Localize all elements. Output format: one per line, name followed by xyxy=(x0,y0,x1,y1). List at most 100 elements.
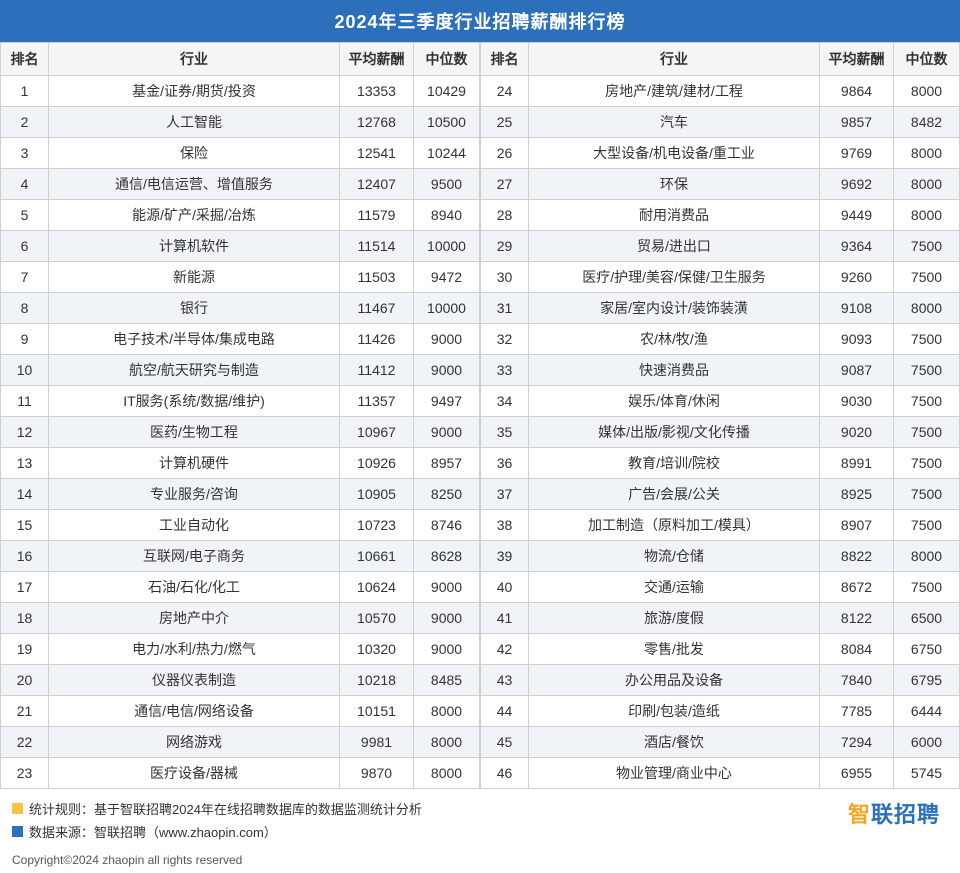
header-row: 排名 行业 平均薪酬 中位数 xyxy=(481,43,960,76)
cell-industry: 医疗/护理/美容/保健/卫生服务 xyxy=(529,262,820,293)
table-row: 33快速消费品90877500 xyxy=(481,355,960,386)
cell-industry: 网络游戏 xyxy=(49,727,340,758)
cell-industry: 大型设备/机电设备/重工业 xyxy=(529,138,820,169)
cell-industry: 通信/电信运营、增值服务 xyxy=(49,169,340,200)
table-row: 11IT服务(系统/数据/维护)113579497 xyxy=(1,386,480,417)
cell-industry: 石油/石化/化工 xyxy=(49,572,340,603)
table-row: 32农/林/牧/渔90937500 xyxy=(481,324,960,355)
table-left: 排名 行业 平均薪酬 中位数 1基金/证券/期货/投资13353104292人工… xyxy=(0,42,480,789)
table-row: 29贸易/进出口93647500 xyxy=(481,231,960,262)
cell-avg: 9087 xyxy=(820,355,894,386)
cell-industry: 家居/室内设计/装饰装潢 xyxy=(529,293,820,324)
table-row: 9电子技术/半导体/集成电路114269000 xyxy=(1,324,480,355)
cell-rank: 28 xyxy=(481,200,529,231)
cell-median: 9000 xyxy=(414,355,480,386)
cell-median: 7500 xyxy=(894,572,960,603)
cell-avg: 9870 xyxy=(340,758,414,789)
cell-rank: 4 xyxy=(1,169,49,200)
cell-industry: 工业自动化 xyxy=(49,510,340,541)
cell-median: 9000 xyxy=(414,324,480,355)
header-median: 中位数 xyxy=(414,43,480,76)
table-row: 40交通/运输86727500 xyxy=(481,572,960,603)
cell-avg: 9108 xyxy=(820,293,894,324)
cell-avg: 10218 xyxy=(340,665,414,696)
cell-industry: 专业服务/咨询 xyxy=(49,479,340,510)
cell-industry: 房地产/建筑/建材/工程 xyxy=(529,76,820,107)
cell-avg: 9692 xyxy=(820,169,894,200)
cell-median: 8485 xyxy=(414,665,480,696)
cell-rank: 45 xyxy=(481,727,529,758)
ranking-table-left: 排名 行业 平均薪酬 中位数 1基金/证券/期货/投资13353104292人工… xyxy=(0,42,480,789)
cell-industry: 贸易/进出口 xyxy=(529,231,820,262)
cell-median: 8000 xyxy=(414,696,480,727)
brand-rest: 联招聘 xyxy=(871,802,940,827)
cell-median: 8940 xyxy=(414,200,480,231)
table-row: 23医疗设备/器械98708000 xyxy=(1,758,480,789)
cell-avg: 11514 xyxy=(340,231,414,262)
cell-industry: 加工制造（原料加工/模具） xyxy=(529,510,820,541)
cell-avg: 7785 xyxy=(820,696,894,727)
cell-avg: 8925 xyxy=(820,479,894,510)
table-row: 13计算机硬件109268957 xyxy=(1,448,480,479)
cell-rank: 23 xyxy=(1,758,49,789)
table-row: 22网络游戏99818000 xyxy=(1,727,480,758)
table-row: 30医疗/护理/美容/保健/卫生服务92607500 xyxy=(481,262,960,293)
cell-median: 7500 xyxy=(894,386,960,417)
cell-avg: 8672 xyxy=(820,572,894,603)
table-row: 31家居/室内设计/装饰装潢91088000 xyxy=(481,293,960,324)
header-industry: 行业 xyxy=(49,43,340,76)
cell-rank: 36 xyxy=(481,448,529,479)
cell-median: 7500 xyxy=(894,262,960,293)
table-row: 25汽车98578482 xyxy=(481,107,960,138)
cell-median: 6000 xyxy=(894,727,960,758)
table-wrap: 排名 行业 平均薪酬 中位数 1基金/证券/期货/投资13353104292人工… xyxy=(0,42,960,789)
cell-avg: 11503 xyxy=(340,262,414,293)
cell-industry: 能源/矿产/采掘/冶炼 xyxy=(49,200,340,231)
cell-median: 8957 xyxy=(414,448,480,479)
cell-avg: 9857 xyxy=(820,107,894,138)
cell-avg: 9030 xyxy=(820,386,894,417)
cell-median: 7500 xyxy=(894,324,960,355)
cell-avg: 11357 xyxy=(340,386,414,417)
cell-industry: 农/林/牧/渔 xyxy=(529,324,820,355)
table-row: 46物业管理/商业中心69555745 xyxy=(481,758,960,789)
cell-rank: 20 xyxy=(1,665,49,696)
cell-rank: 9 xyxy=(1,324,49,355)
header-rank: 排名 xyxy=(1,43,49,76)
header-avg: 平均薪酬 xyxy=(340,43,414,76)
footer-rule-text: 基于智联招聘2024年在线招聘数据库的数据监测统计分析 xyxy=(94,799,422,818)
cell-industry: 医药/生物工程 xyxy=(49,417,340,448)
table-row: 14专业服务/咨询109058250 xyxy=(1,479,480,510)
cell-industry: 印刷/包装/造纸 xyxy=(529,696,820,727)
cell-rank: 12 xyxy=(1,417,49,448)
cell-rank: 32 xyxy=(481,324,529,355)
ranking-table-container: 2024年三季度行业招聘薪酬排行榜 排名 行业 平均薪酬 中位数 1基金/证券/… xyxy=(0,0,960,873)
footer: 统计规则： 基于智联招聘2024年在线招聘数据库的数据监测统计分析 数据来源： … xyxy=(0,789,960,851)
table-right: 排名 行业 平均薪酬 中位数 24房地产/建筑/建材/工程9864800025汽… xyxy=(480,42,960,789)
cell-median: 9000 xyxy=(414,572,480,603)
bullet-blue-icon xyxy=(12,826,23,837)
cell-avg: 9260 xyxy=(820,262,894,293)
table-row: 38加工制造（原料加工/模具）89077500 xyxy=(481,510,960,541)
cell-rank: 24 xyxy=(481,76,529,107)
cell-avg: 9864 xyxy=(820,76,894,107)
table-row: 2人工智能1276810500 xyxy=(1,107,480,138)
cell-rank: 34 xyxy=(481,386,529,417)
cell-rank: 41 xyxy=(481,603,529,634)
header-industry: 行业 xyxy=(529,43,820,76)
cell-rank: 16 xyxy=(1,541,49,572)
table-row: 34娱乐/体育/休闲90307500 xyxy=(481,386,960,417)
cell-median: 8000 xyxy=(894,138,960,169)
header-rank: 排名 xyxy=(481,43,529,76)
cell-avg: 9769 xyxy=(820,138,894,169)
table-row: 26大型设备/机电设备/重工业97698000 xyxy=(481,138,960,169)
cell-rank: 18 xyxy=(1,603,49,634)
cell-industry: 娱乐/体育/休闲 xyxy=(529,386,820,417)
cell-rank: 19 xyxy=(1,634,49,665)
cell-avg: 10905 xyxy=(340,479,414,510)
cell-industry: 旅游/度假 xyxy=(529,603,820,634)
cell-industry: 保险 xyxy=(49,138,340,169)
cell-rank: 21 xyxy=(1,696,49,727)
ranking-table-right: 排名 行业 平均薪酬 中位数 24房地产/建筑/建材/工程9864800025汽… xyxy=(480,42,960,789)
cell-median: 9497 xyxy=(414,386,480,417)
